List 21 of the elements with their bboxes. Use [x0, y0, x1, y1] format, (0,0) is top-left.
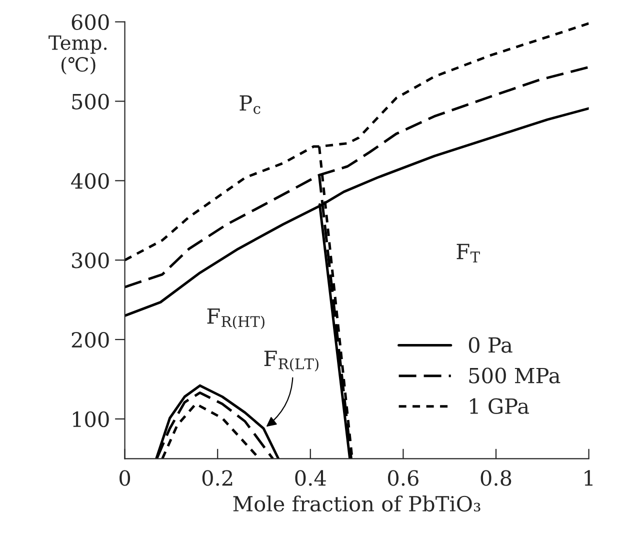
x-axis-title: Mole fraction of PbTiO₃: [233, 495, 480, 512]
y-tick-label: 200: [72, 332, 109, 348]
annotation: F$_{R(HT)}$: [207, 308, 264, 330]
y-tick-label: 600: [72, 14, 109, 30]
legend-label: 1 GPa: [470, 398, 529, 414]
x-tick-label: 0: [120, 470, 130, 486]
y-tick-label: 500: [72, 94, 109, 110]
legend-label: 0 Pa: [468, 337, 512, 353]
y-tick-label: 400: [71, 173, 109, 189]
x-tick-label: 0.2: [202, 470, 232, 486]
y-axis-title: Temp. (℃): [48, 36, 107, 75]
x-tick-label: 0.8: [480, 470, 512, 486]
annotation: F$_{T}$: [456, 244, 480, 262]
y-tick-label: 100: [72, 411, 109, 428]
y-tick-label: 300: [72, 252, 109, 268]
annotation: P$_{c}$: [240, 95, 260, 114]
legend-label: 500 MPa: [469, 368, 560, 384]
x-tick-label: 0.6: [388, 470, 418, 486]
x-tick-label: 0.4: [295, 470, 326, 486]
annotation: F$_{R(LT)}$: [264, 350, 318, 372]
x-tick-label: 1: [584, 470, 592, 486]
